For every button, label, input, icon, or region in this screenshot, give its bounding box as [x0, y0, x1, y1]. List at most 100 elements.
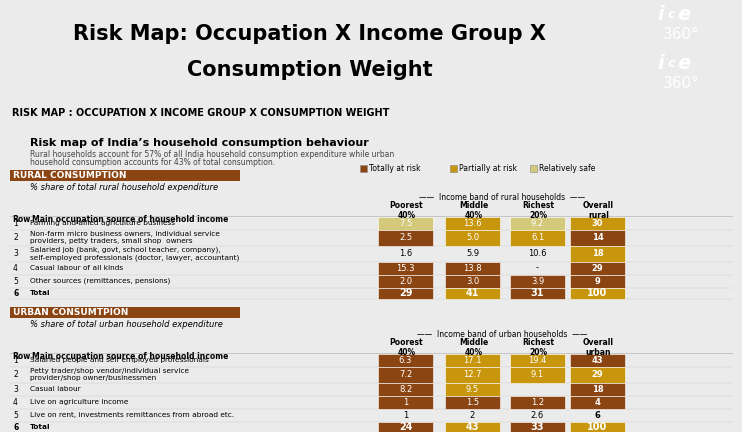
Text: 33: 33 [531, 422, 544, 432]
Text: 15.3: 15.3 [396, 264, 415, 273]
Text: c: c [667, 57, 674, 70]
Bar [510, 396, 565, 409]
Text: Rural households account for 57% of all India household consumption expenditure : Rural households account for 57% of all … [30, 149, 394, 159]
Text: Relatively safe: Relatively safe [539, 164, 595, 173]
Text: Petty trader/shop vendor/individual service
provider/shop owner/businessmen: Petty trader/shop vendor/individual serv… [30, 368, 189, 381]
Text: 2: 2 [13, 233, 18, 242]
Text: 6: 6 [594, 410, 600, 419]
Text: 8.2: 8.2 [399, 384, 412, 394]
Bar [378, 383, 433, 396]
Text: 1: 1 [403, 397, 408, 407]
Text: 6: 6 [13, 422, 19, 432]
Bar [445, 354, 500, 367]
Bar [445, 422, 500, 432]
Text: 10.6: 10.6 [528, 249, 547, 258]
Text: 24: 24 [398, 422, 413, 432]
Text: 5.0: 5.0 [466, 233, 479, 242]
Text: 9.5: 9.5 [466, 384, 479, 394]
Text: % share of total urban household expenditure: % share of total urban household expendi… [30, 320, 223, 329]
Bar [378, 275, 433, 288]
Text: Salaried people and self employed professionals: Salaried people and self employed profes… [30, 357, 209, 363]
Text: 14: 14 [591, 233, 603, 242]
Text: Total: Total [30, 424, 50, 430]
Text: Row: Row [12, 352, 30, 361]
Text: Main occupation source of household income: Main occupation source of household inco… [32, 352, 229, 361]
Text: 100: 100 [588, 422, 608, 432]
Text: 6.3: 6.3 [398, 356, 413, 365]
Text: Row: Row [12, 215, 30, 224]
Text: Consumption Weight: Consumption Weight [187, 60, 433, 80]
Bar [530, 165, 537, 172]
Text: 13.8: 13.8 [463, 264, 482, 273]
Bar [445, 396, 500, 409]
Bar [570, 354, 625, 367]
Text: RISK MAP : OCCUPATION X INCOME GROUP X CONSUMPTION WEIGHT: RISK MAP : OCCUPATION X INCOME GROUP X C… [13, 108, 390, 118]
Text: Middle
40%: Middle 40% [459, 337, 488, 357]
Text: 3.9: 3.9 [531, 276, 544, 286]
Text: 3.0: 3.0 [466, 276, 479, 286]
Text: Farming and allied agriculture business: Farming and allied agriculture business [30, 220, 175, 226]
Bar [378, 216, 433, 229]
Text: 29: 29 [591, 370, 603, 379]
Text: Risk Map: Occupation X Income Group X: Risk Map: Occupation X Income Group X [73, 24, 546, 44]
Bar [570, 275, 625, 288]
Text: 2.0: 2.0 [399, 276, 412, 286]
Text: 17.1: 17.1 [463, 356, 482, 365]
Text: Richest
20%: Richest 20% [522, 200, 554, 220]
Bar [570, 216, 625, 229]
Bar [570, 229, 625, 246]
Text: household consumption accounts for 43% of total consumption.: household consumption accounts for 43% o… [30, 158, 275, 167]
Bar [510, 422, 565, 432]
Text: 18: 18 [591, 384, 603, 394]
Text: Casual labour: Casual labour [30, 386, 81, 392]
Text: i  e: i e [658, 5, 692, 24]
Bar [570, 288, 625, 299]
Text: 9.2: 9.2 [531, 219, 544, 228]
Text: 2: 2 [470, 410, 475, 419]
Bar [378, 367, 433, 383]
Text: ——  Income band of rural households  ——: —— Income band of rural households —— [419, 193, 585, 202]
Bar [570, 396, 625, 409]
Text: 43: 43 [466, 422, 479, 432]
Text: 7.5: 7.5 [399, 219, 412, 228]
Bar [510, 367, 565, 383]
Text: RURAL CONSUMPTION: RURAL CONSUMPTION [13, 171, 126, 180]
Text: 6: 6 [13, 289, 19, 298]
Bar [360, 165, 367, 172]
Text: 6.1: 6.1 [531, 233, 544, 242]
Bar [445, 383, 500, 396]
Text: c: c [667, 8, 674, 21]
Text: % share of total rural household expenditure: % share of total rural household expendi… [30, 183, 218, 192]
Text: 2.5: 2.5 [399, 233, 412, 242]
Text: Main occupation source of household income: Main occupation source of household inco… [32, 215, 229, 224]
Bar [378, 262, 433, 275]
Text: Other sources (remittances, pensions): Other sources (remittances, pensions) [30, 278, 171, 284]
Bar [510, 288, 565, 299]
Bar [445, 275, 500, 288]
Text: 2: 2 [13, 370, 18, 379]
Text: 5: 5 [13, 410, 18, 419]
Text: 4: 4 [13, 397, 18, 407]
Text: 1: 1 [13, 356, 18, 365]
Text: Poorest
40%: Poorest 40% [390, 337, 424, 357]
Text: 3: 3 [13, 384, 18, 394]
Text: Partially at risk: Partially at risk [459, 164, 517, 173]
Text: 29: 29 [591, 264, 603, 273]
Bar [570, 422, 625, 432]
Bar [378, 354, 433, 367]
Text: ——  Income band of urban households  ——: —— Income band of urban households —— [417, 330, 588, 339]
Text: 1.6: 1.6 [399, 249, 412, 258]
Bar [570, 246, 625, 262]
Text: 1.5: 1.5 [466, 397, 479, 407]
Bar [450, 165, 457, 172]
Text: 1.2: 1.2 [531, 397, 544, 407]
Text: 360°: 360° [663, 28, 699, 42]
Text: 41: 41 [466, 288, 479, 298]
Bar [510, 275, 565, 288]
Text: 13.6: 13.6 [463, 219, 482, 228]
Text: Non-farm micro business owners, individual service
providers, petty traders, sma: Non-farm micro business owners, individu… [30, 231, 220, 244]
Bar [10, 170, 240, 181]
Text: Totally at risk: Totally at risk [369, 164, 421, 173]
Text: Poorest
40%: Poorest 40% [390, 200, 424, 220]
Bar [445, 216, 500, 229]
